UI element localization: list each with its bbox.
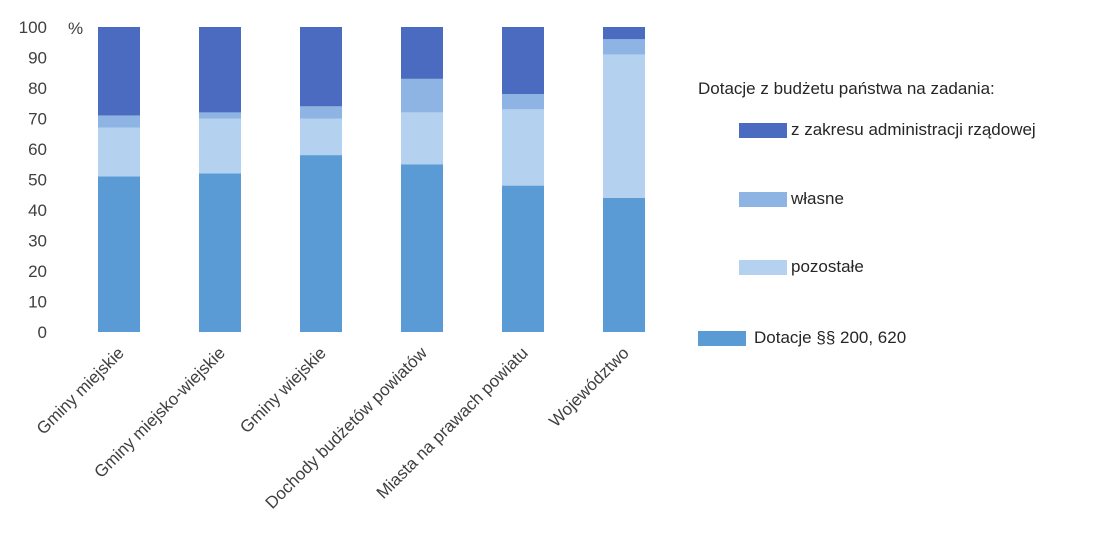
y-axis: 0 10 20 30 40 50 60 70 80 90 100 [19, 18, 47, 342]
y-tick-label: 40 [28, 201, 47, 220]
y-tick-label: 60 [28, 140, 47, 159]
legend-swatch-administracja [739, 122, 787, 138]
bars [98, 27, 645, 332]
legend-swatch-wlasne [739, 191, 787, 207]
bar-segment [502, 185, 544, 332]
bar-segment [603, 39, 645, 55]
bar-segment [502, 94, 544, 110]
y-tick-label: 90 [28, 49, 47, 68]
y-tick-label: 30 [28, 232, 47, 251]
x-tick-label: Gminy miejskie [33, 343, 128, 438]
bar-segment [603, 27, 645, 40]
bar-segment [401, 112, 443, 165]
legend-swatch-pozostale [739, 259, 787, 275]
x-tick-label: Gminy wiejskie [236, 343, 330, 437]
legend-item-administracja: z zakresu administracji rządowej [739, 120, 1036, 140]
bar-segment [300, 27, 342, 107]
bar-segment [502, 27, 544, 95]
legend-swatch-dotacje [698, 330, 746, 346]
y-tick-label: 80 [28, 79, 47, 98]
x-tick-label: Województwo [545, 343, 632, 430]
legend-title: Dotacje z budżetu państwa na zadania: [698, 79, 995, 98]
y-tick-label: 0 [38, 323, 47, 342]
bar-segment [98, 27, 140, 116]
y-unit-label: % [68, 19, 83, 38]
legend-item-wlasne: własne [739, 189, 844, 209]
bar-segment [401, 164, 443, 332]
y-tick-label: 20 [28, 262, 47, 281]
bar-segment [401, 78, 443, 113]
bar-segment [199, 118, 241, 174]
bar-segment [603, 54, 645, 198]
bar-segment [98, 115, 140, 128]
legend-label-administracja: z zakresu administracji rządowej [791, 120, 1036, 139]
x-tick-label: Dochody budżetów powiatów [262, 343, 432, 513]
y-tick-label: 50 [28, 171, 47, 190]
bar-segment [199, 27, 241, 113]
legend-item-dotacje: Dotacje §§ 200, 620 [698, 328, 906, 348]
bar-segment [300, 118, 342, 156]
bar-segment [199, 112, 241, 119]
bar-segment [300, 155, 342, 332]
bar-segment [502, 109, 544, 186]
y-tick-label: 10 [28, 293, 47, 312]
y-tick-label: 70 [28, 110, 47, 129]
bar-segment [98, 127, 140, 177]
bar-segment [199, 173, 241, 332]
bar-segment [603, 197, 645, 332]
bar-segment [300, 106, 342, 119]
legend-label-dotacje: Dotacje §§ 200, 620 [754, 328, 907, 347]
y-tick-label: 100 [19, 18, 47, 37]
legend-label-wlasne: własne [791, 189, 844, 208]
bar-segment [401, 27, 443, 79]
legend-label-pozostale: pozostałe [791, 257, 864, 276]
bar-segment [98, 176, 140, 332]
legend-item-pozostale: pozostałe [739, 257, 864, 277]
